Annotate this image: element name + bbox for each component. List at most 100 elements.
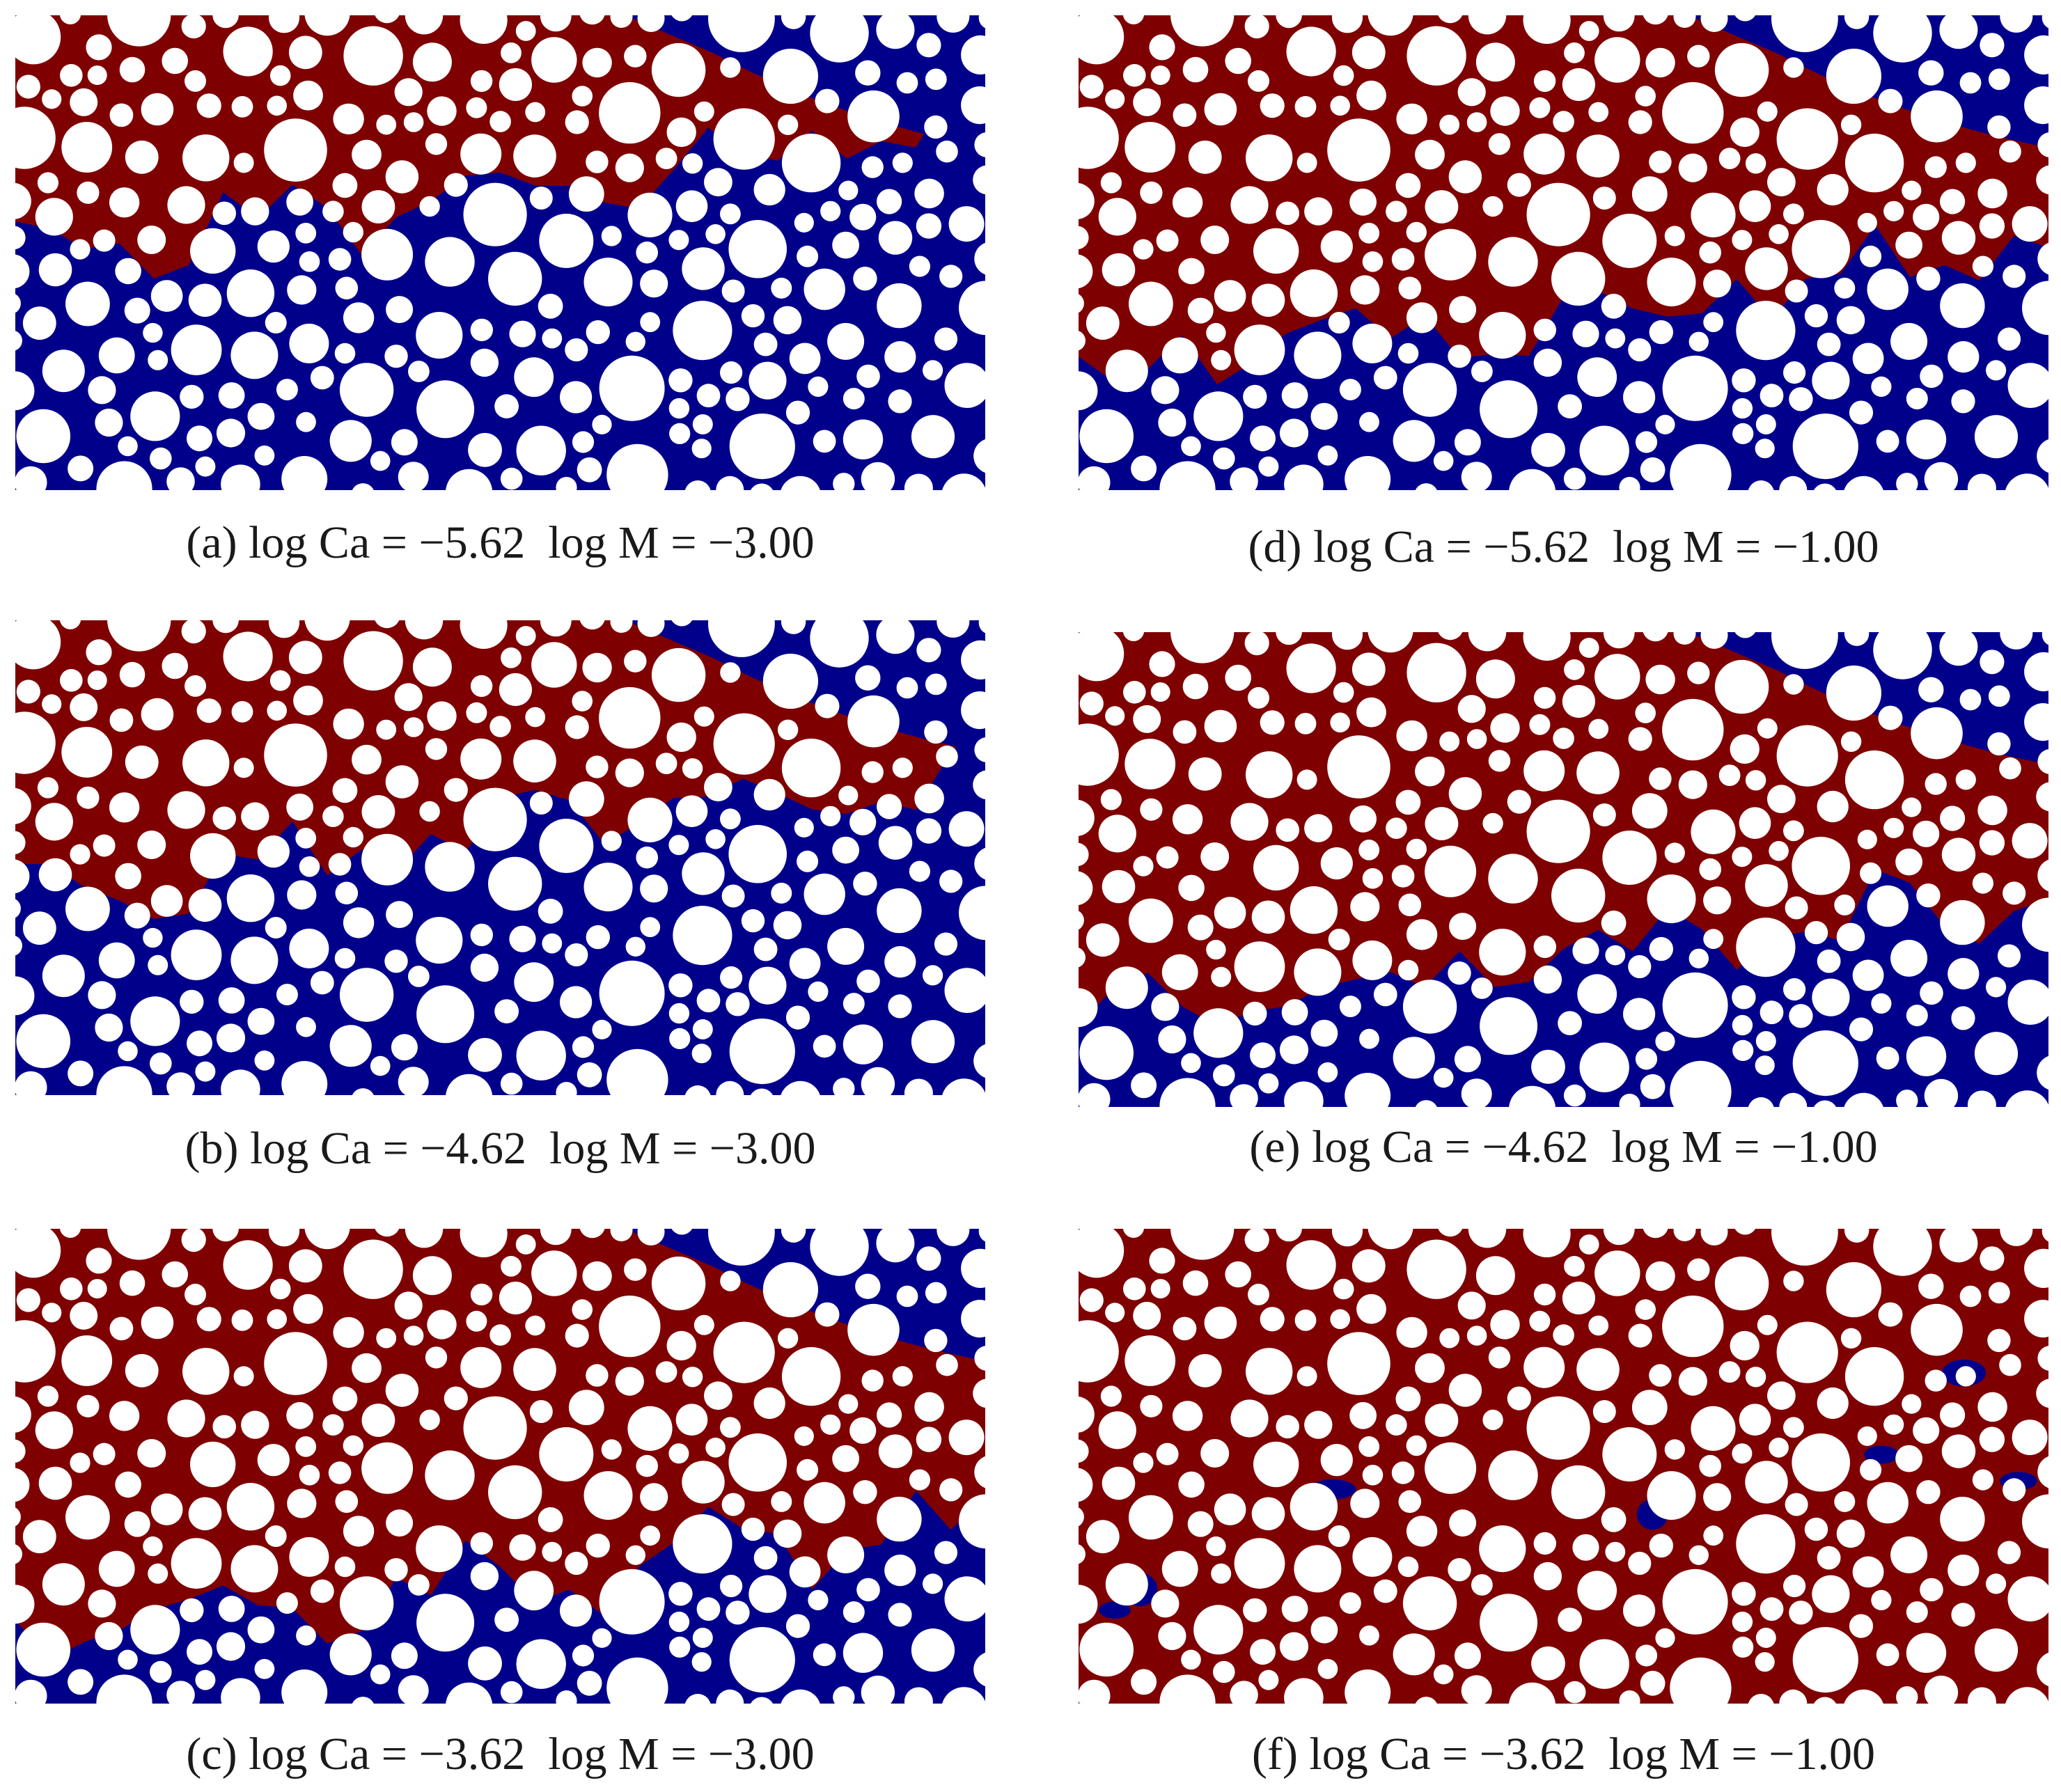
solid-grain xyxy=(2037,1652,2048,1687)
solid-grain xyxy=(1246,134,1293,182)
solid-grain xyxy=(1079,107,1119,169)
solid-grain xyxy=(1940,899,1985,945)
solid-grain xyxy=(2036,1378,2048,1408)
solid-grain xyxy=(1792,1433,1850,1492)
solid-grain xyxy=(264,1332,327,1395)
solid-grain xyxy=(1079,466,1111,490)
solid-grain xyxy=(1649,1533,1673,1558)
solid-grain xyxy=(1284,464,1324,490)
solid-grain xyxy=(1562,1281,1595,1315)
solid-grain xyxy=(1655,1031,1675,1051)
solid-grain xyxy=(494,394,519,418)
solid-grain xyxy=(1079,1083,1111,1107)
solid-grain xyxy=(666,117,696,148)
solid-grain xyxy=(488,1465,542,1520)
solid-grain xyxy=(15,107,56,169)
solid-grain xyxy=(1386,1414,1407,1436)
solid-grain xyxy=(741,909,765,933)
solid-grain xyxy=(586,1533,610,1558)
solid-grain xyxy=(333,708,364,740)
solid-grain xyxy=(247,1616,275,1644)
solid-grain xyxy=(124,1511,150,1537)
solid-grain xyxy=(268,1229,300,1247)
solid-grain xyxy=(1123,64,1146,87)
solid-grain xyxy=(721,884,745,908)
solid-grain xyxy=(1662,81,1724,144)
solid-grain xyxy=(896,72,918,94)
solid-grain xyxy=(375,1229,400,1237)
solid-grain xyxy=(1368,15,1413,36)
solid-grain xyxy=(125,745,159,779)
solid-grain xyxy=(636,241,658,264)
solid-grain xyxy=(877,189,902,214)
solid-grain xyxy=(721,279,745,303)
solid-grain xyxy=(1181,436,1201,457)
solid-grain xyxy=(789,343,821,375)
solid-grain xyxy=(77,181,100,204)
solid-grain xyxy=(65,886,110,932)
solid-grain xyxy=(416,917,463,964)
solid-grain xyxy=(1785,896,1808,920)
solid-grain xyxy=(713,713,775,775)
solid-grain xyxy=(167,1399,205,1438)
solid-grain xyxy=(1972,872,1993,894)
solid-grain xyxy=(247,402,275,430)
solid-grain xyxy=(1673,15,1696,28)
solid-grain xyxy=(973,1044,985,1078)
solid-grain xyxy=(853,872,877,896)
solid-grain xyxy=(904,473,933,490)
solid-grain xyxy=(1439,1328,1460,1349)
solid-grain xyxy=(1193,1605,1244,1655)
solid-grain xyxy=(781,1080,820,1095)
solid-grain xyxy=(542,1541,563,1562)
solid-grain xyxy=(1251,283,1285,317)
solid-grain xyxy=(1999,140,2021,163)
solid-grain xyxy=(911,1628,955,1672)
solid-grain xyxy=(601,1439,622,1460)
solid-grain xyxy=(1906,1005,1928,1027)
solid-grain xyxy=(560,1594,593,1627)
solid-grain xyxy=(1214,280,1246,312)
solid-grain xyxy=(1362,868,1384,889)
solid-grain xyxy=(195,1669,216,1690)
solid-grain xyxy=(1817,173,1849,206)
solid-grain xyxy=(22,306,56,340)
solid-grain xyxy=(762,48,818,104)
solid-grain xyxy=(673,301,732,361)
solid-grain xyxy=(281,456,328,490)
solid-grain xyxy=(1480,380,1538,439)
solid-grain xyxy=(876,15,915,49)
solid-grain xyxy=(1999,1353,2021,1376)
solid-grain xyxy=(68,1060,94,1087)
solid-grain xyxy=(1732,847,1753,867)
solid-grain xyxy=(1333,682,1354,703)
solid-grain xyxy=(1425,228,1477,281)
solid-grain xyxy=(808,981,829,1002)
solid-grain xyxy=(1425,1404,1459,1437)
solid-grain xyxy=(1563,1681,1586,1704)
solid-grain xyxy=(1594,654,1640,700)
solid-grain xyxy=(1187,297,1214,324)
solid-grain xyxy=(1248,70,1269,92)
solid-grain xyxy=(1290,269,1338,317)
solid-grain xyxy=(572,691,593,712)
solid-grain xyxy=(143,1536,163,1557)
solid-grain xyxy=(412,647,452,687)
solid-grain xyxy=(1988,1282,2010,1304)
solid-grain xyxy=(15,1439,26,1463)
solid-grain xyxy=(15,182,31,219)
solid-grain xyxy=(1649,767,1672,790)
solid-grain xyxy=(1577,1571,1617,1611)
solid-grain xyxy=(773,1519,802,1548)
solid-grain xyxy=(1258,456,1279,477)
solid-grain xyxy=(1317,445,1338,466)
solid-grain xyxy=(610,620,633,633)
solid-grain xyxy=(1916,267,1941,291)
saturation-field-b xyxy=(15,620,985,1095)
solid-grain xyxy=(419,1409,440,1431)
solid-grain xyxy=(671,620,693,627)
solid-grain xyxy=(115,258,141,285)
solid-grain xyxy=(141,698,174,731)
solid-grain xyxy=(888,1603,912,1627)
solid-grain xyxy=(1246,1348,1293,1395)
